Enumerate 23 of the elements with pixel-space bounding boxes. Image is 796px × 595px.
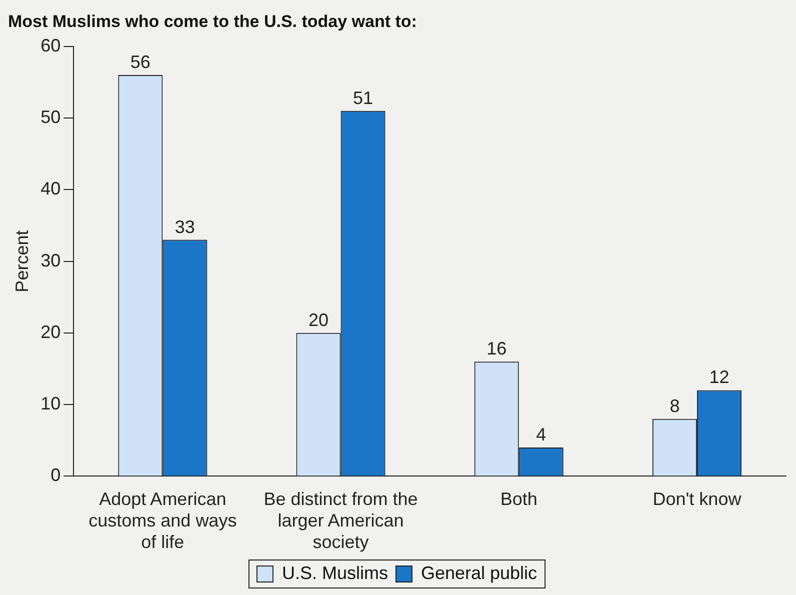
y-tick-label: 40 bbox=[40, 178, 61, 199]
legend-label: U.S. Muslims bbox=[282, 562, 388, 583]
data-label: 8 bbox=[670, 396, 680, 416]
y-axis-title: Percent bbox=[12, 230, 32, 292]
y-tick-label: 20 bbox=[40, 322, 61, 342]
x-tick-label: Don't know bbox=[652, 488, 742, 509]
data-label: 51 bbox=[353, 88, 374, 108]
y-tick-label: 30 bbox=[40, 250, 61, 270]
data-label: 16 bbox=[486, 338, 507, 359]
x-tick-label: Adopt American customs and ways of life bbox=[88, 488, 237, 552]
y-tick-label: 60 bbox=[40, 35, 61, 56]
x-tick-label: Be distinct from the larger American society bbox=[264, 488, 418, 552]
chart-title: Most Muslims who come to the U.S. today want to: bbox=[8, 12, 417, 31]
data-label: 56 bbox=[130, 52, 150, 72]
data-label: 20 bbox=[308, 310, 329, 330]
y-tick-label: 10 bbox=[40, 394, 61, 414]
y-tick-label: 50 bbox=[40, 107, 61, 127]
data-label: 33 bbox=[174, 216, 195, 237]
y-tick-label: 0 bbox=[50, 465, 61, 486]
x-tick-label: Both bbox=[500, 488, 538, 509]
data-label: 12 bbox=[709, 367, 730, 388]
legend-label: General public bbox=[420, 562, 538, 583]
data-label: 4 bbox=[536, 424, 546, 445]
